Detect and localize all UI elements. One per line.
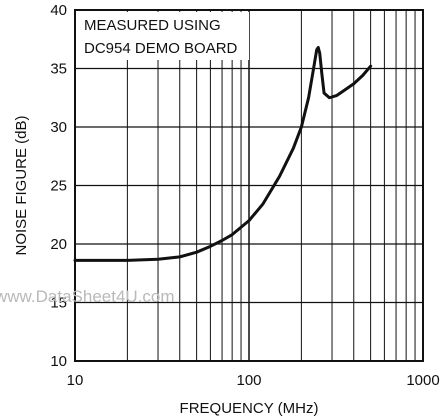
plot-frame	[74, 9, 424, 362]
annotation-box: MEASURED USING DC954 DEMO BOARD	[77, 12, 249, 60]
y-tick-label: 20	[50, 236, 67, 253]
noise-figure-curve	[73, 45, 373, 262]
tick-labels: 10 15 20 25 30 35 40 10 100 1000	[50, 2, 439, 389]
annotation-line: MEASURED USING	[84, 17, 221, 34]
x-tick-label: 100	[236, 372, 261, 389]
y-tick-label: 10	[50, 353, 67, 370]
x-tick-label: 1000	[406, 372, 439, 389]
y-tick-label: 25	[50, 178, 67, 195]
y-tick-label: 30	[50, 119, 67, 136]
y-tick-label: 40	[50, 2, 67, 19]
x-axis-title: FREQUENCY (MHz)	[180, 400, 319, 417]
grid-lines	[74, 9, 424, 362]
watermark: www.DataSheet4U.com	[0, 287, 175, 306]
y-tick-label: 35	[50, 61, 67, 78]
y-axis-title: NOISE FIGURE (dB)	[13, 115, 30, 255]
y-tick-label: 15	[50, 295, 67, 312]
annotation-line: DC954 DEMO BOARD	[84, 40, 238, 57]
annotation-background	[77, 12, 249, 60]
x-tick-label: 10	[67, 372, 84, 389]
